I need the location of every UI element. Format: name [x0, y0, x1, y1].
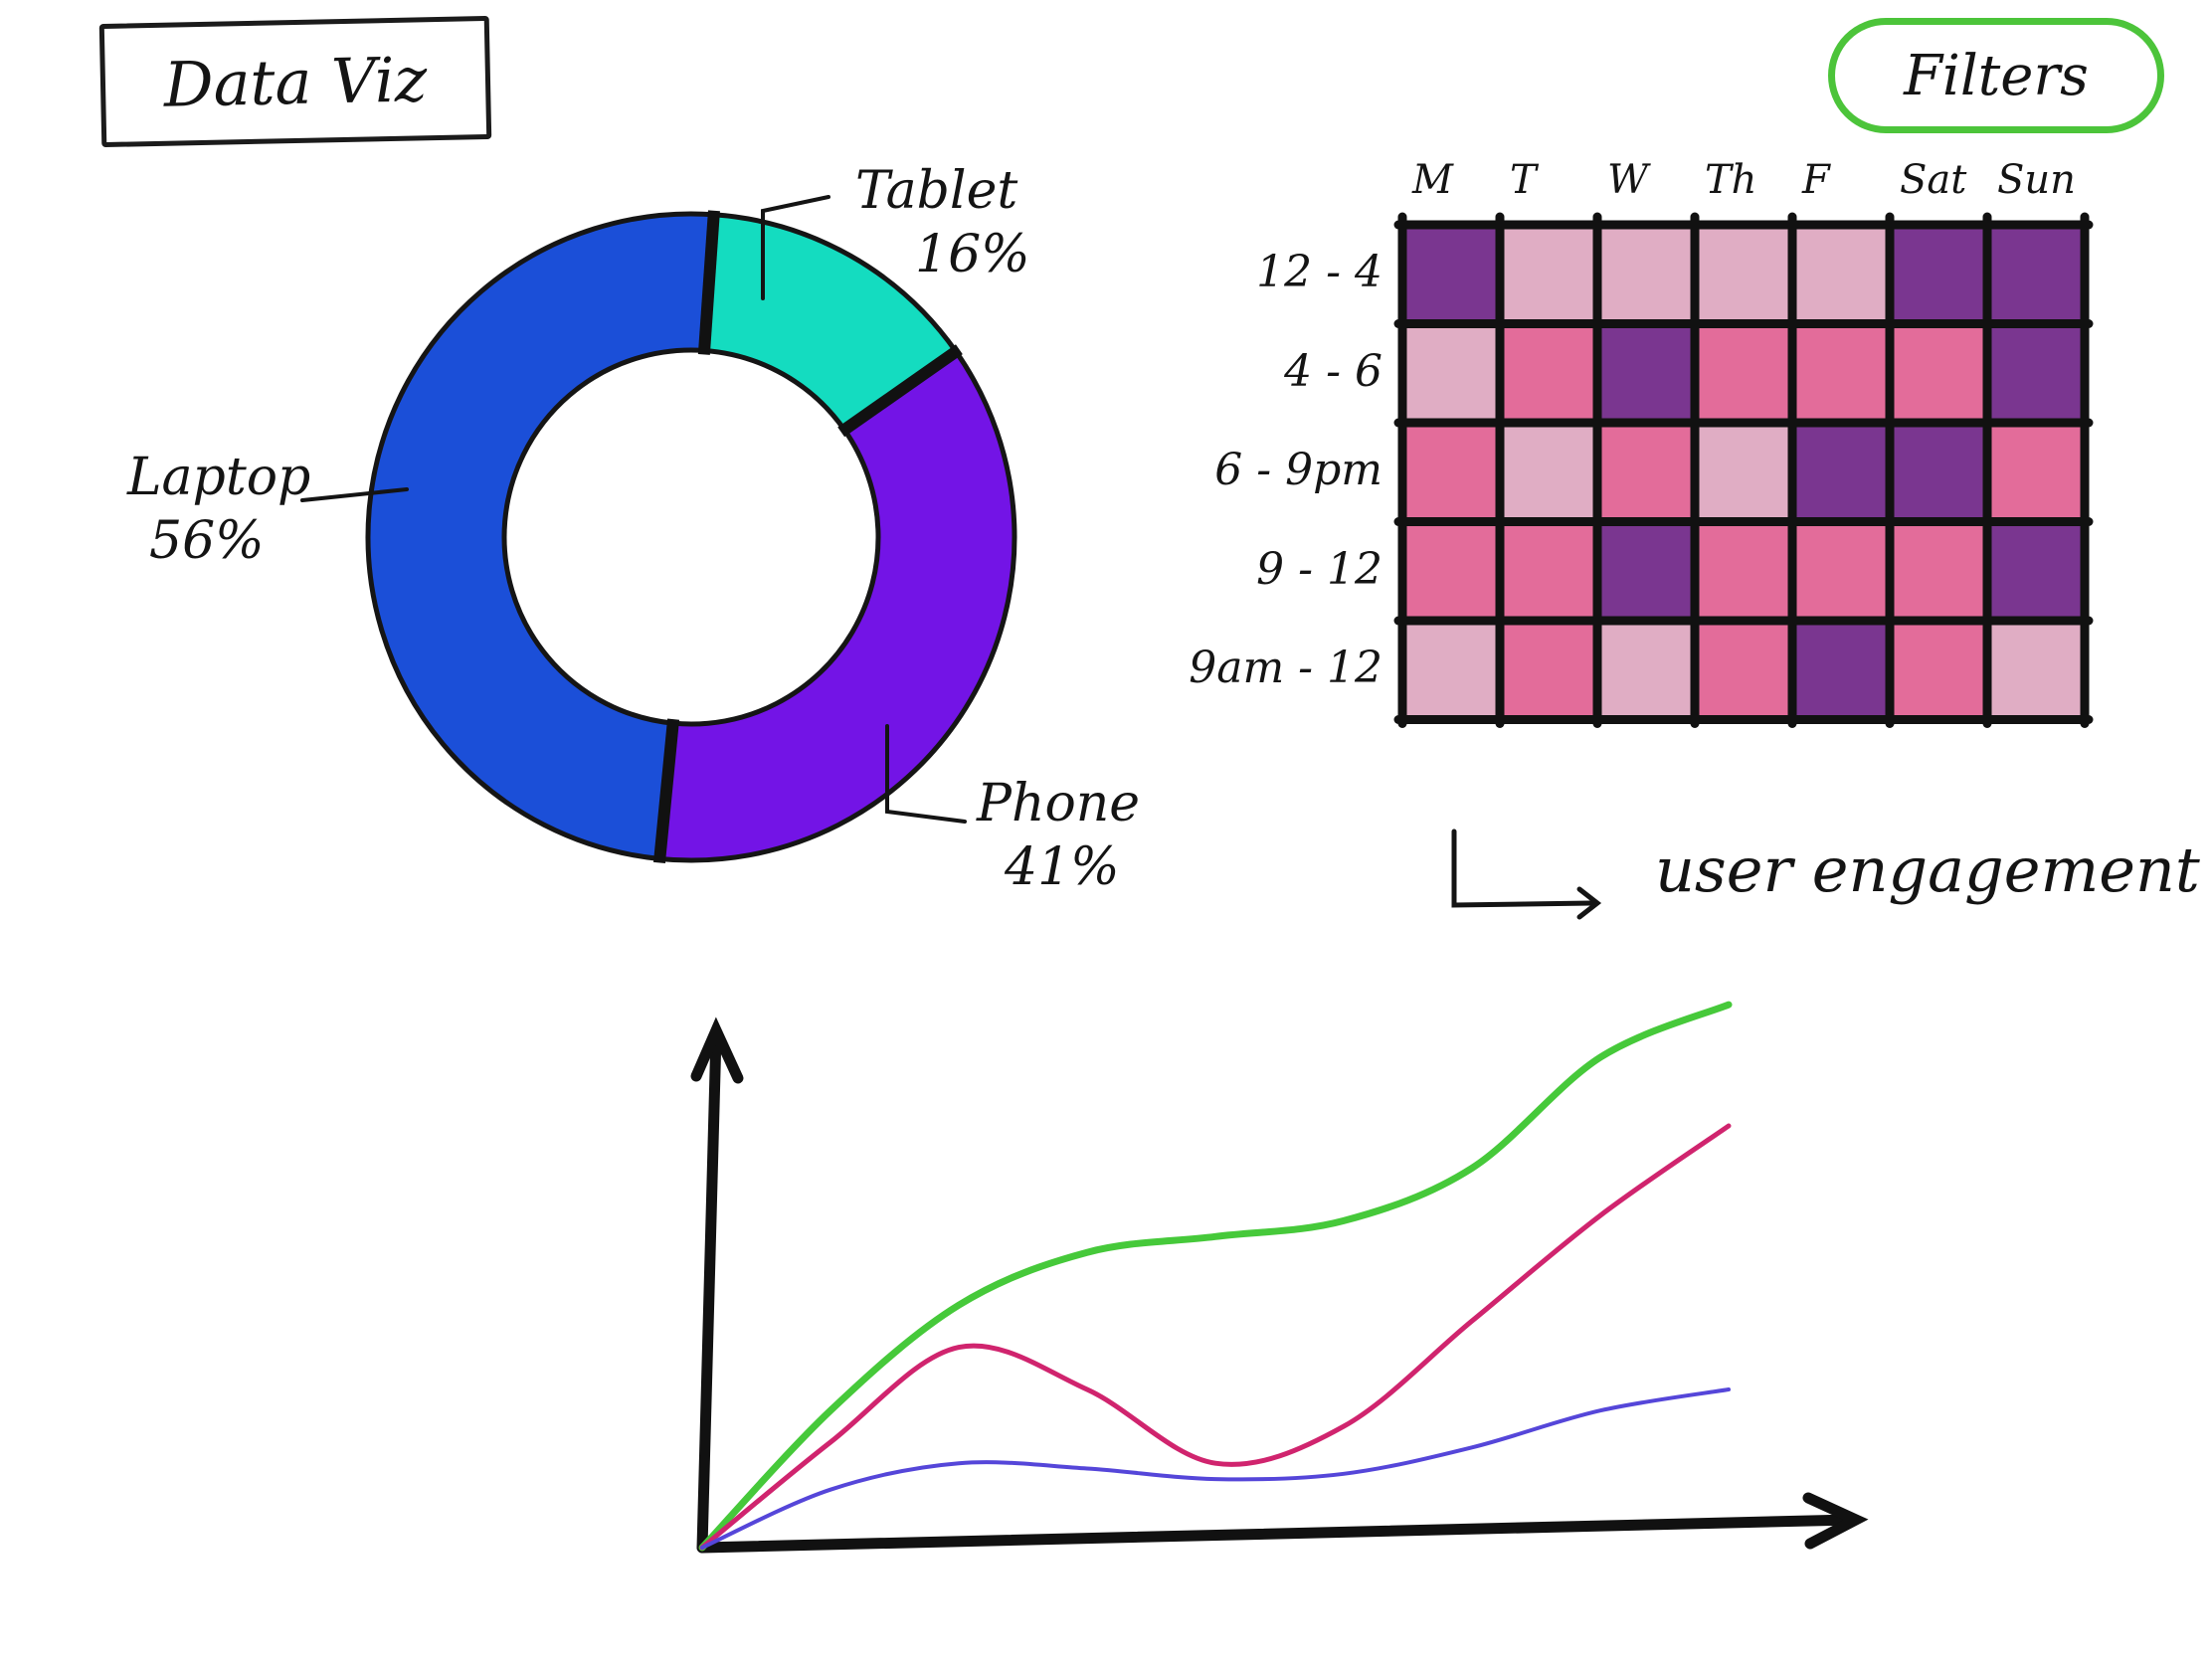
heatmap-day-label: Sat — [1900, 157, 1967, 203]
tablet-name: Tablet — [855, 161, 1018, 221]
heatmap-cell — [1500, 323, 1597, 423]
heatmap-cell — [1987, 521, 2085, 621]
slice-label-tablet: Tablet 16% — [855, 159, 1030, 286]
heatmap-day-label: W — [1607, 157, 1649, 203]
heatmap-cell — [1402, 423, 1500, 522]
heatmap-cell — [1500, 423, 1597, 522]
x-axis-arrowhead — [1802, 1492, 1869, 1550]
heatmap-cell — [1695, 621, 1792, 720]
donut-slice-laptop — [365, 211, 717, 862]
heatmap-caption-arrowhead — [1576, 886, 1602, 920]
heatmap-cell — [1987, 423, 2085, 522]
heatmap-cell — [1890, 225, 1987, 324]
heatmap-day-label: Sun — [1997, 157, 2076, 203]
heatmap-cell — [1987, 323, 2085, 423]
heatmap-cell — [1597, 423, 1695, 522]
heatmap-day-label: M — [1412, 157, 1453, 203]
filters-button[interactable]: Filters — [1828, 18, 2164, 133]
heatmap-caption-arrow — [1451, 829, 1594, 908]
heatmap-cell — [1597, 621, 1695, 720]
laptop-leader-line — [300, 487, 409, 502]
heatmap-day-label: Th — [1705, 157, 1757, 203]
heatmap-cell — [1792, 621, 1890, 720]
heatmap-cell — [1987, 225, 2085, 324]
donut-divider — [837, 344, 963, 438]
heatmap-time-label: 4 - 6 — [1284, 345, 1382, 397]
donut-divider — [697, 210, 720, 355]
tablet-leader-line — [761, 195, 830, 300]
heatmap-cell — [1402, 225, 1500, 324]
heatmap-cell — [1695, 225, 1792, 324]
heatmap-day-label: T — [1510, 157, 1537, 203]
heatmap-cell — [1402, 621, 1500, 720]
heatmap-cell — [1597, 521, 1695, 621]
heatmap-cell — [1890, 621, 1987, 720]
laptop-percent: 56% — [149, 511, 265, 571]
heatmap-day-label: F — [1802, 157, 1830, 203]
heatmap-cell — [1597, 225, 1695, 324]
donut-slice-phone — [656, 347, 1017, 863]
heatmap-cell — [1500, 621, 1597, 720]
heatmap-cell — [1402, 521, 1500, 621]
line-series-pink — [699, 1123, 1732, 1551]
heatmap-cell — [1695, 423, 1792, 522]
heatmap-time-label: 6 - 9pm — [1214, 445, 1382, 495]
heatmap-time-label: 12 - 4 — [1256, 247, 1382, 297]
heatmap-cell — [1792, 521, 1890, 621]
heatmap-cell — [1695, 521, 1792, 621]
heatmap-cell — [1500, 521, 1597, 621]
heatmap-time-label: 9am - 12 — [1189, 643, 1382, 693]
phone-leader-line — [885, 724, 967, 824]
heatmap-cell — [1890, 423, 1987, 522]
y-axis — [696, 1028, 722, 1554]
heatmap-cell — [1695, 323, 1792, 423]
phone-name: Phone — [977, 774, 1141, 833]
donut-slice-tablet — [701, 212, 960, 434]
heatmap-time-label: 9 - 12 — [1256, 543, 1382, 595]
heatmap-title: user engagement — [1655, 833, 2200, 906]
slice-label-phone: Phone 41% — [977, 772, 1140, 899]
y-axis-arrowhead — [690, 1016, 744, 1084]
heatmap-cell — [1500, 225, 1597, 324]
heatmap-cell — [1890, 323, 1987, 423]
line-series-green — [698, 1001, 1733, 1552]
heatmap-cell — [1792, 225, 1890, 324]
heatmap-cell — [1987, 621, 2085, 720]
laptop-name: Laptop — [127, 448, 311, 507]
phone-percent: 41% — [1005, 837, 1120, 897]
slice-label-laptop: Laptop 56% — [127, 446, 310, 573]
heatmap-cell — [1402, 323, 1500, 423]
heatmap-cell — [1597, 323, 1695, 423]
heatmap-cell — [1792, 323, 1890, 423]
donut-divider — [652, 718, 680, 864]
line-series-blue — [700, 1387, 1731, 1550]
heatmap-cell — [1890, 521, 1987, 621]
tablet-percent: 16% — [915, 225, 1030, 284]
x-axis — [696, 1514, 1858, 1554]
heatmap-cell — [1792, 423, 1890, 522]
